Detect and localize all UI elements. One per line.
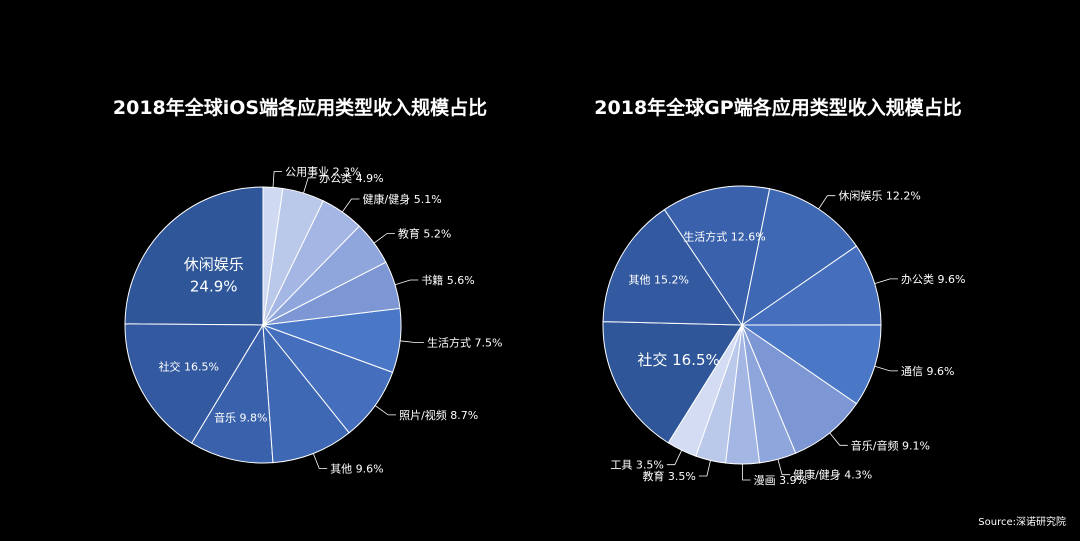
slice-labels: 休闲娱乐 24.9% 社交 16.5% 音乐 9.8% 其他 9.6% 照片/视频 8.7… [159, 165, 503, 475]
slices [602, 185, 882, 465]
slice-label: 社交 16.5% [159, 360, 219, 374]
slice-label: 漫画 3.9% [754, 473, 807, 487]
slice-label: 通信 9.6% [901, 365, 954, 378]
slice-label: 生活方式 12.6% [683, 230, 765, 244]
slice-label: 其他 9.6% [330, 462, 383, 475]
slice-label: 音乐 9.8% [214, 410, 267, 424]
source-note: Source:深诺研究院 [978, 517, 1066, 528]
slice-label: 办公类 4.9% [319, 171, 383, 185]
leader-line [874, 278, 898, 284]
leader-line [341, 198, 360, 213]
leader-line [312, 453, 328, 469]
pie-slice [124, 323, 264, 444]
leader-line [272, 170, 283, 188]
leader-line [874, 365, 898, 372]
pie-slice [191, 323, 274, 464]
slice-label: 教育 3.5% [642, 469, 695, 483]
slice-label: 其他 15.2% [628, 273, 688, 286]
pie-slice [602, 208, 743, 326]
slice-label: 办公类 9.6% [901, 272, 965, 286]
slice-labels: 社交 16.5% 其他 15.2% 生活方式 12.6% 休闲娱乐 12.2% 办公类 … [610, 189, 965, 487]
slice-label: 休闲娱乐 [184, 255, 244, 273]
leader-line [742, 463, 751, 481]
slice-label: 休闲娱乐 12.2% [838, 189, 920, 203]
leader-line [666, 450, 683, 466]
slice-label: 工具 3.5% [610, 459, 663, 472]
pie-chart-gp: 社交 16.5% 其他 15.2% 生活方式 12.6% 休闲娱乐 12.2% 办公类 … [602, 185, 965, 487]
chart-title-ios: 2018年全球iOS端各应用类型收入规模占比 [113, 96, 487, 119]
leader-line [373, 233, 395, 244]
slice-label: 社交 16.5% [637, 351, 719, 369]
slice-label: 生活方式 7.5% [427, 336, 502, 350]
pie-chart-ios: 休闲娱乐 24.9% 社交 16.5% 音乐 9.8% 其他 9.6% 照片/视频 8.7… [124, 165, 503, 475]
slice-label: 书籍 5.6% [421, 273, 474, 287]
leader-line [374, 405, 397, 416]
pie-slice [740, 324, 882, 405]
pie-slice [262, 323, 350, 464]
chart-title-gp: 2018年全球GP端各应用类型收入规模占比 [594, 96, 961, 119]
slice-label: 照片/视频 8.7% [399, 408, 478, 422]
leader-line [829, 432, 848, 446]
pie-slice [602, 321, 743, 444]
pie-slice [124, 186, 264, 326]
leader-line [400, 340, 424, 344]
leader-line [777, 459, 791, 476]
slice-label: 教育 5.2% [398, 227, 451, 241]
pie-slice [740, 245, 882, 326]
slices [124, 186, 402, 464]
slice-label: 健康/健身 4.3% [793, 468, 872, 482]
pie-slice [741, 188, 858, 327]
pie-slice [740, 323, 858, 454]
leader-line [818, 195, 836, 210]
leader-line [303, 177, 317, 194]
slice-label: 健康/健身 5.1% [363, 192, 442, 206]
pie-slice [663, 185, 771, 327]
slice-value: 24.9% [190, 277, 238, 295]
leader-line [394, 279, 419, 286]
slice-label: 公用事业 2.3% [285, 165, 360, 178]
slice-label: 音乐/音频 9.1% [851, 438, 930, 452]
leader-line [698, 460, 711, 477]
